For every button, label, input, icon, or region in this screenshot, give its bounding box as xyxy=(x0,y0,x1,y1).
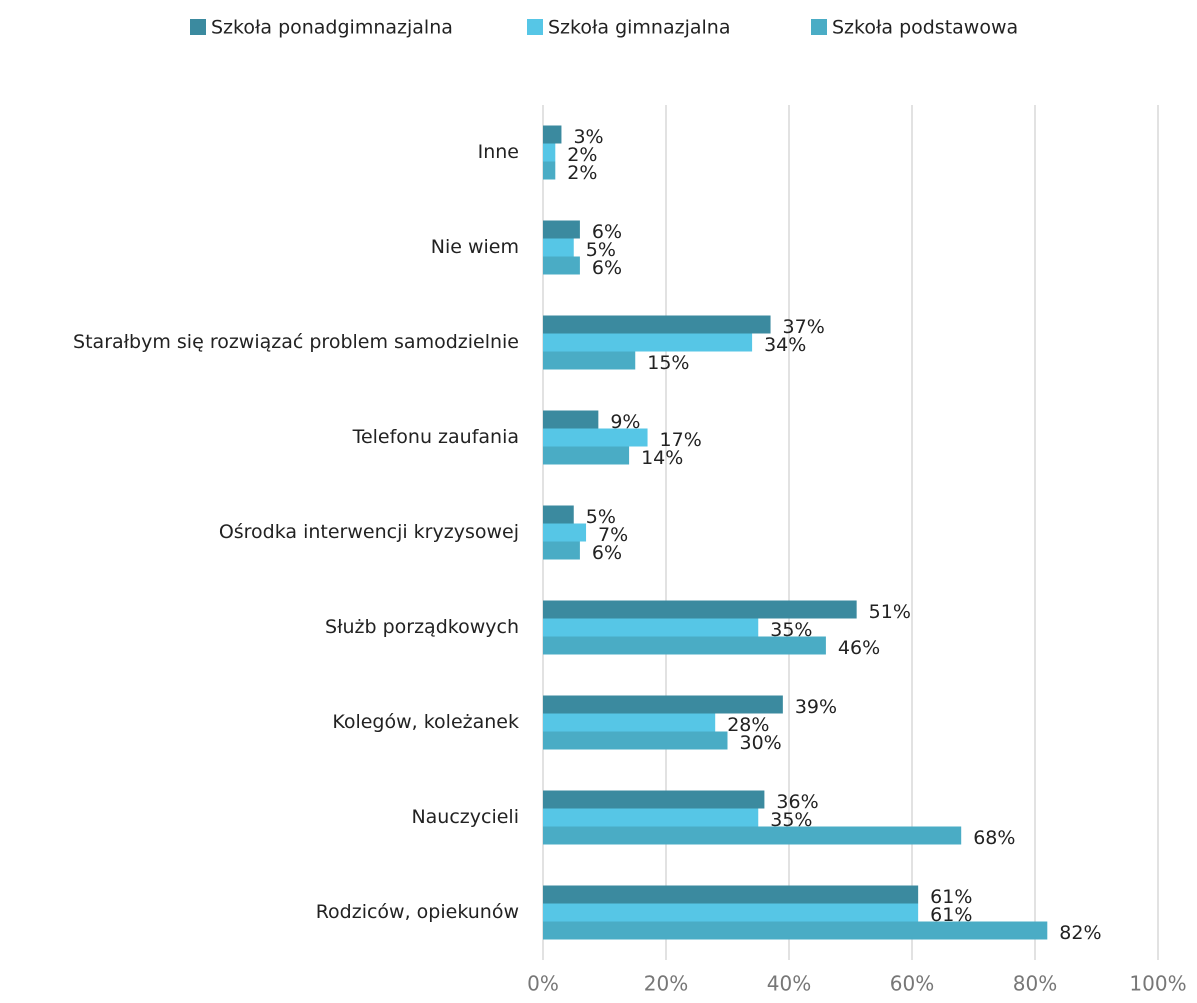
y-tick-label: Kolegów, koleżanek xyxy=(332,711,519,733)
value-label: 2% xyxy=(567,144,597,166)
value-label: 28% xyxy=(727,714,769,736)
x-tick-label: 60% xyxy=(890,972,934,996)
value-label: 14% xyxy=(641,447,683,469)
bar xyxy=(543,808,759,827)
y-tick-label: Nauczycieli xyxy=(411,806,519,828)
bar xyxy=(543,220,580,239)
value-label: 6% xyxy=(592,542,622,564)
value-label: 2% xyxy=(567,162,597,184)
bar xyxy=(543,523,587,542)
x-tick-label: 80% xyxy=(1013,972,1057,996)
legend-swatch xyxy=(190,19,206,35)
value-label: 30% xyxy=(740,732,782,754)
value-label: 9% xyxy=(610,411,640,433)
value-label: 6% xyxy=(592,257,622,279)
value-label: 36% xyxy=(776,791,818,813)
legend-label: Szkoła ponadgimnazjalna xyxy=(211,17,453,39)
x-tick-label: 20% xyxy=(644,972,688,996)
bar xyxy=(543,505,574,524)
bar xyxy=(543,125,562,144)
value-label: 46% xyxy=(838,637,880,659)
value-label: 61% xyxy=(930,886,972,908)
bar xyxy=(543,333,753,352)
x-tick-label: 0% xyxy=(527,972,559,996)
value-label: 39% xyxy=(795,696,837,718)
y-tick-label: Starałbym się rozwiązać problem samodzie… xyxy=(73,331,519,353)
value-label: 15% xyxy=(647,352,689,374)
bar xyxy=(543,428,648,447)
bar xyxy=(543,541,580,560)
bar xyxy=(543,446,630,465)
bar xyxy=(543,238,574,257)
value-label: 61% xyxy=(930,904,972,926)
value-label: 6% xyxy=(592,221,622,243)
y-tick-label: Inne xyxy=(478,141,519,163)
bar xyxy=(543,636,826,655)
value-label: 35% xyxy=(770,619,812,641)
bar xyxy=(543,618,759,637)
x-tick-label: 40% xyxy=(767,972,811,996)
value-label: 51% xyxy=(869,601,911,623)
bar xyxy=(543,903,919,922)
legend-swatch xyxy=(811,19,827,35)
bar xyxy=(543,410,599,429)
y-tick-label: Rodziców, opiekunów xyxy=(316,901,519,923)
x-tick-label: 100% xyxy=(1129,972,1186,996)
legend-label: Szkoła gimnazjalna xyxy=(548,17,730,39)
y-tick-label: Służb porządkowych xyxy=(325,616,519,638)
value-label: 17% xyxy=(660,429,702,451)
value-label: 5% xyxy=(586,506,616,528)
value-label: 68% xyxy=(973,827,1015,849)
bar xyxy=(543,713,716,732)
bar xyxy=(543,885,919,904)
bar xyxy=(543,351,636,370)
y-tick-label: Nie wiem xyxy=(431,236,519,258)
bar xyxy=(543,921,1048,940)
value-label: 3% xyxy=(573,126,603,148)
legend-label: Szkoła podstawowa xyxy=(832,17,1018,39)
bar xyxy=(543,826,962,845)
bar xyxy=(543,731,728,750)
value-label: 37% xyxy=(783,316,825,338)
value-label: 7% xyxy=(598,524,628,546)
bar xyxy=(543,695,783,714)
value-label: 5% xyxy=(586,239,616,261)
legend-swatch xyxy=(527,19,543,35)
value-label: 34% xyxy=(764,334,806,356)
y-tick-label: Ośrodka interwencji kryzysowej xyxy=(219,521,519,543)
value-label: 82% xyxy=(1059,922,1101,944)
bar xyxy=(543,600,857,619)
bar xyxy=(543,143,556,162)
value-label: 35% xyxy=(770,809,812,831)
bar xyxy=(543,161,556,180)
bar xyxy=(543,256,580,275)
bar xyxy=(543,790,765,809)
bar xyxy=(543,315,771,334)
y-tick-label: Telefonu zaufania xyxy=(352,426,519,448)
